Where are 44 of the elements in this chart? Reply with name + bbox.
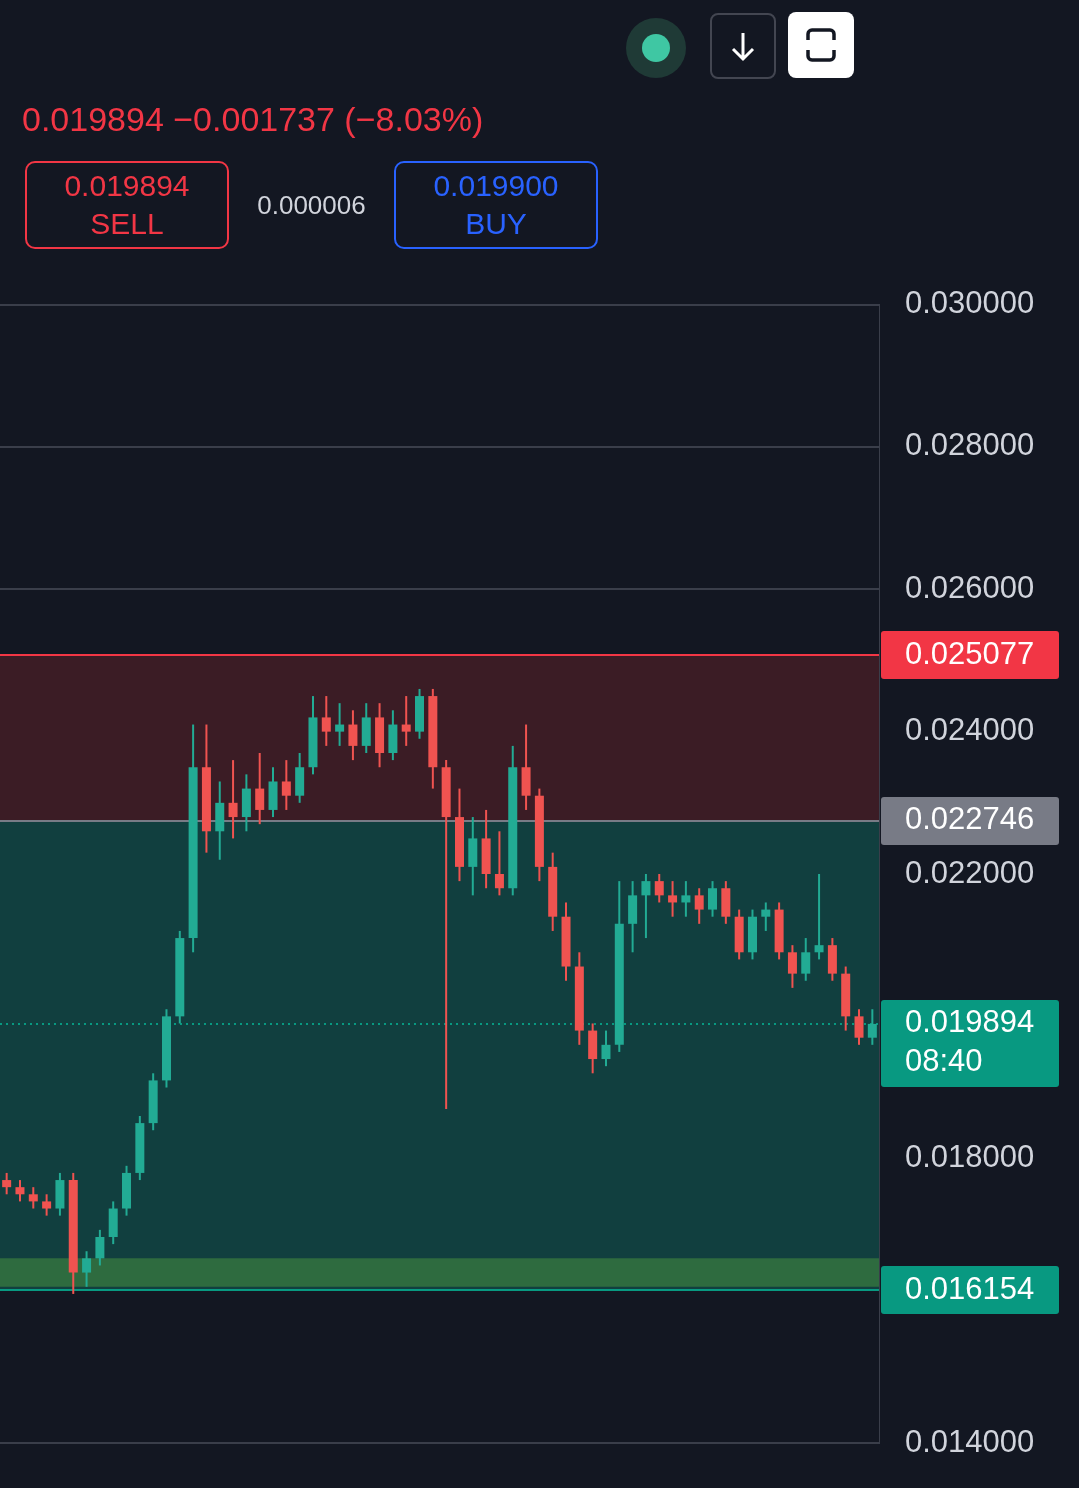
- candlestick: [761, 901, 771, 932]
- candlestick: [348, 709, 358, 762]
- candlestick: [15, 1179, 25, 1203]
- candlestick: [42, 1193, 52, 1217]
- text: 0.000006: [256, 189, 367, 221]
- candlestick: [681, 880, 691, 918]
- candlestick: [787, 944, 797, 989]
- text: 0.019900: [432, 168, 560, 204]
- candlestick: [82, 1250, 92, 1288]
- candlestick: [814, 873, 824, 961]
- candlestick: [867, 1008, 877, 1046]
- ref-line-label: 0.019894 08:40: [905, 1004, 1035, 1079]
- candlestick: [95, 1228, 105, 1267]
- ref-line-label: 0.022746: [905, 801, 1035, 837]
- text: 0.019894 −0.001737 (−8.03%): [21, 100, 485, 140]
- candlestick: [281, 759, 291, 811]
- candlestick: [401, 695, 411, 747]
- text: BUY: [464, 206, 528, 242]
- candlestick: [641, 873, 651, 940]
- candlestick: [601, 1029, 611, 1068]
- y-tick-label: 0.026000: [905, 569, 1035, 605]
- candlestick: [321, 695, 331, 747]
- candlestick: [654, 873, 664, 904]
- ref-line-label: 0.025077: [905, 635, 1035, 671]
- candlestick: [668, 880, 678, 918]
- ref-line-label: 0.016154: [905, 1270, 1035, 1306]
- candlestick: [335, 702, 345, 747]
- text: 0.019894: [63, 168, 191, 204]
- candlestick: [28, 1186, 38, 1210]
- candlestick: [228, 759, 238, 840]
- candlestick: [801, 937, 811, 982]
- y-tick-label: 0.022000: [905, 854, 1035, 890]
- y-tick-label: 0.018000: [905, 1139, 1035, 1175]
- y-tick-label: 0.030000: [905, 285, 1035, 321]
- y-tick-label: 0.028000: [905, 427, 1035, 463]
- candlestick: [494, 830, 504, 897]
- y-tick-label: 0.024000: [905, 712, 1035, 748]
- candlestick: [255, 752, 265, 826]
- candlestick: [854, 1008, 864, 1046]
- y-tick-label: 0.014000: [905, 1423, 1035, 1459]
- candlestick: [2, 1171, 12, 1196]
- candlestick: [708, 880, 718, 918]
- candlestick: [694, 887, 704, 925]
- text: SELL: [89, 206, 165, 242]
